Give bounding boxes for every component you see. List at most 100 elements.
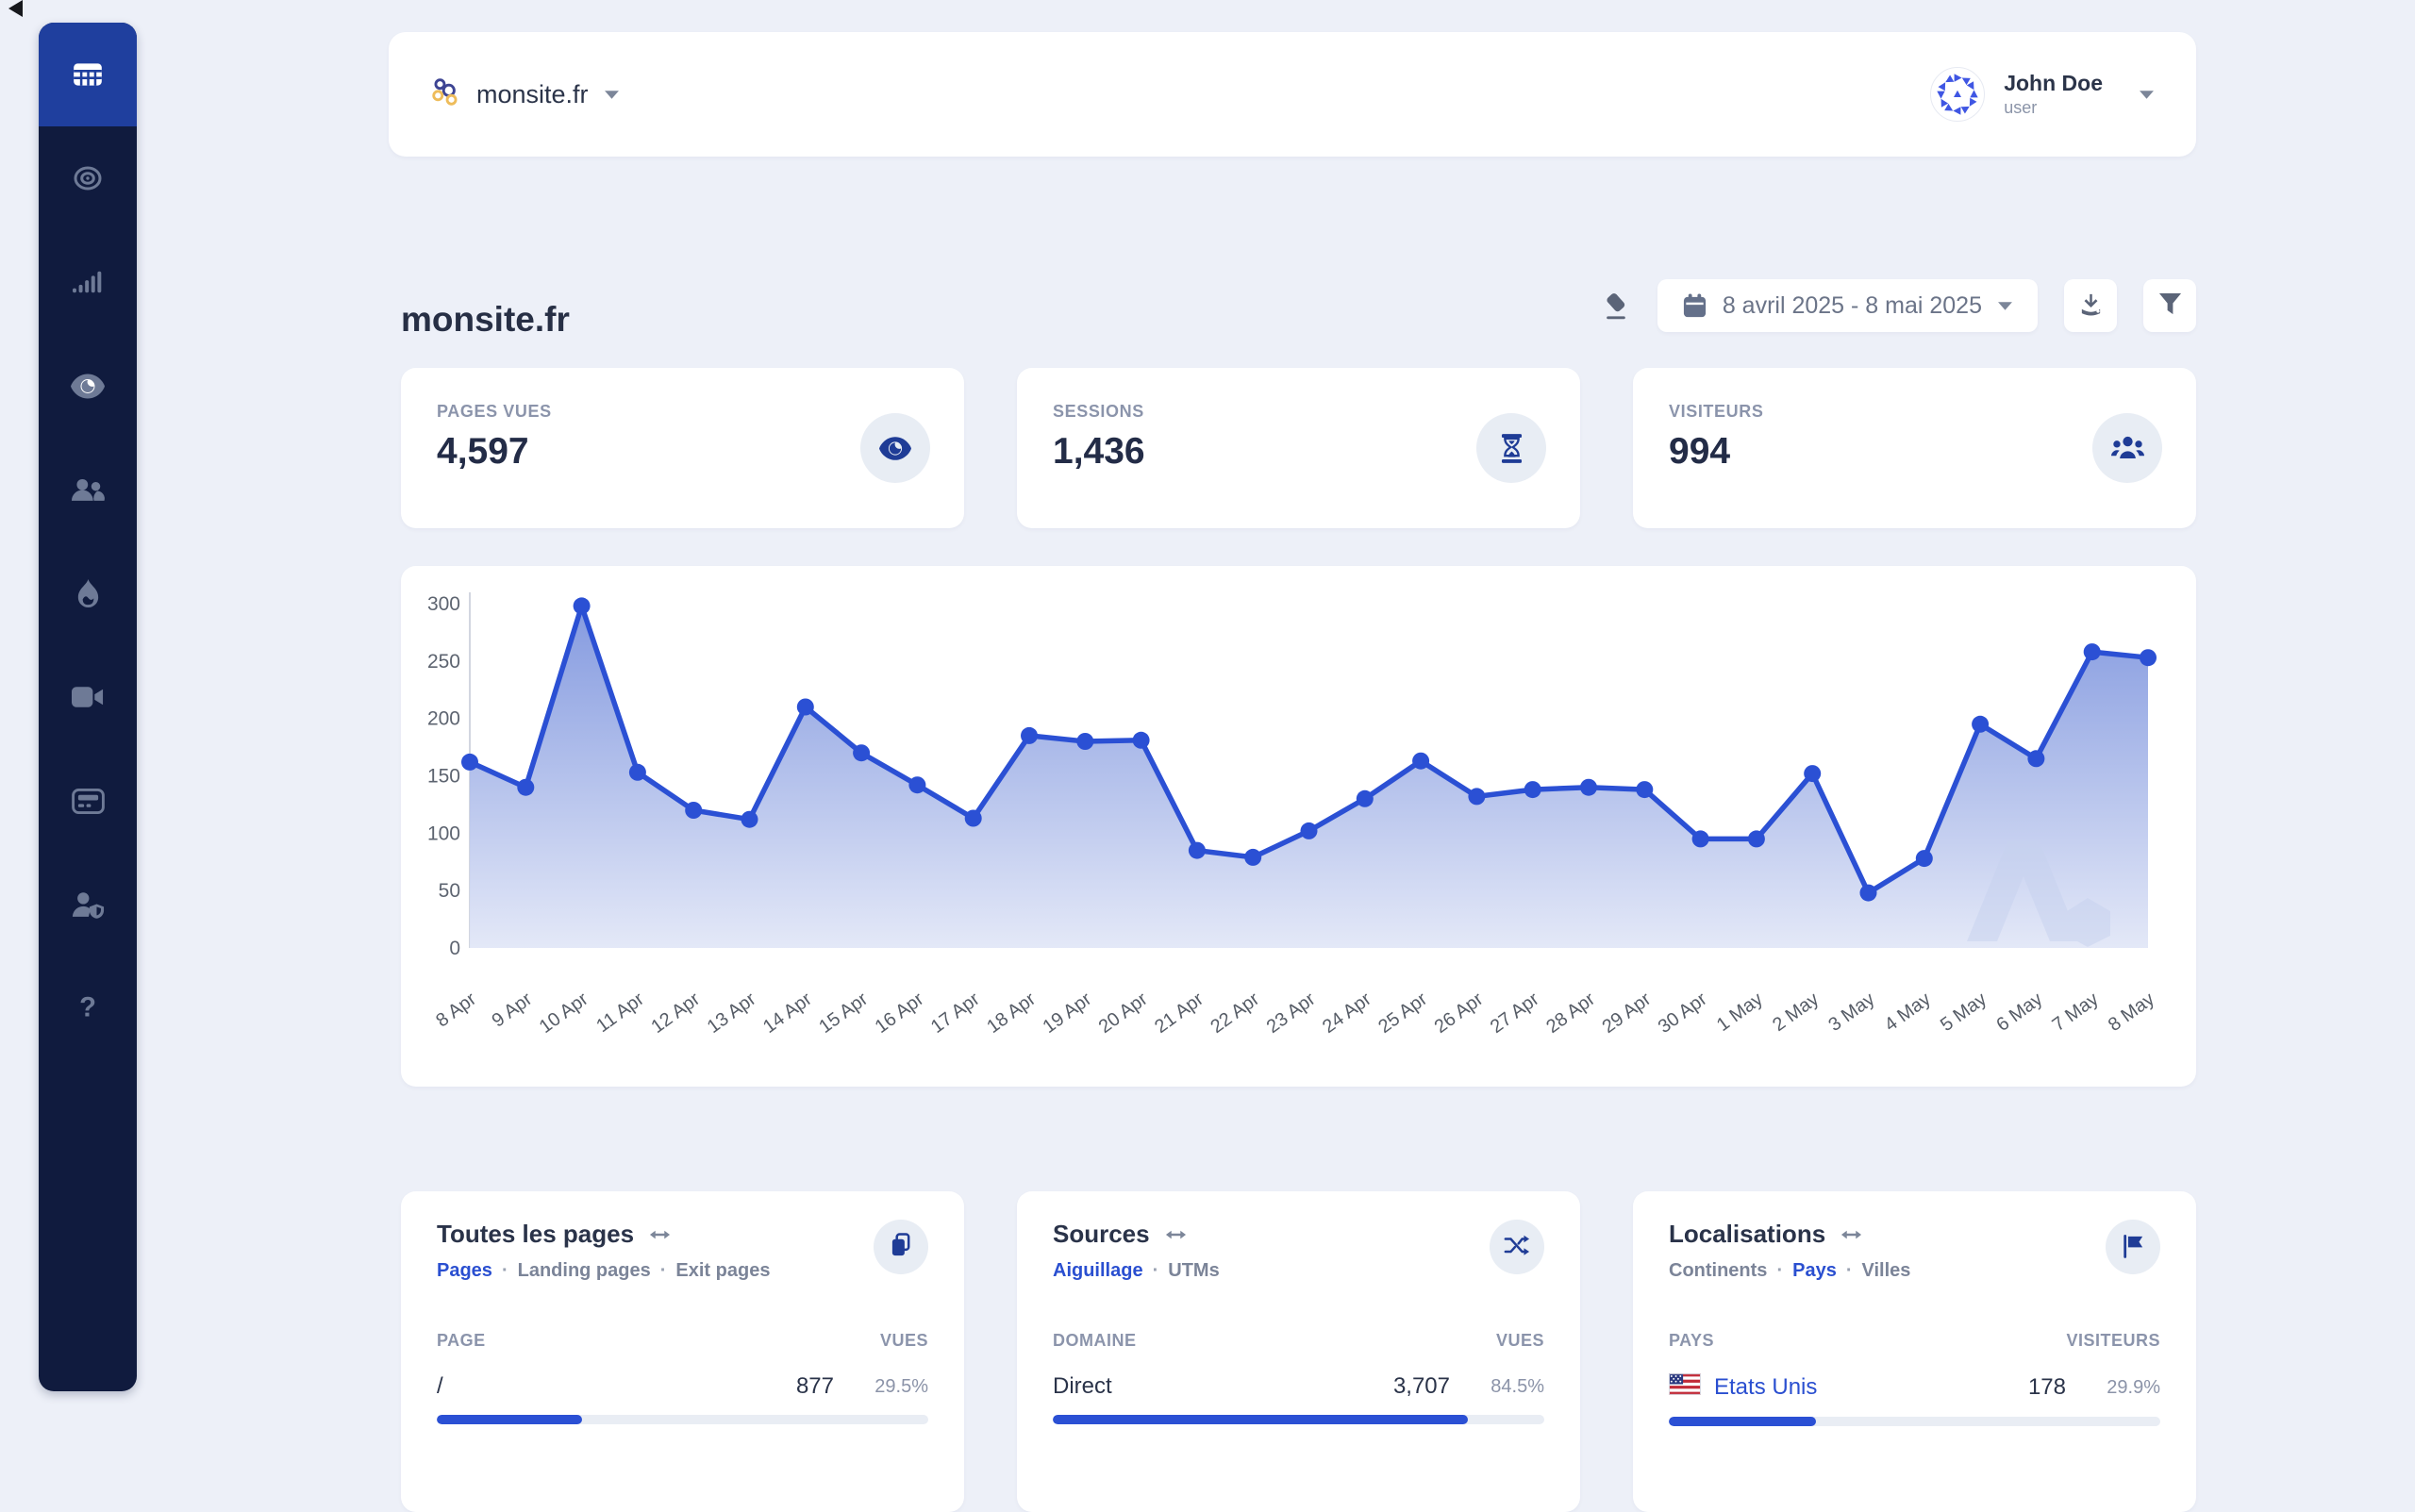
swap-horizontal-icon[interactable] — [1840, 1228, 1862, 1241]
panel-pages: Toutes les pages Pages · Landing pages · E… — [401, 1191, 964, 1512]
calendar-icon — [1682, 292, 1707, 319]
table-row[interactable]: / 877 29.5% — [437, 1373, 928, 1400]
panel-tabs: Continents · Pays · Villes — [1669, 1260, 1910, 1282]
row-visitors: 178 — [2027, 1374, 2066, 1400]
row-percent: 29.5% — [874, 1375, 928, 1397]
top-header: monsite.fr John Doe user — [389, 32, 2196, 157]
row-views: 3,707 — [1392, 1373, 1450, 1399]
swap-horizontal-icon[interactable] — [1165, 1228, 1187, 1241]
svg-text:2 May: 2 May — [1769, 989, 1823, 1036]
svg-text:25 Apr: 25 Apr — [1374, 989, 1431, 1038]
tab-exit-pages[interactable]: Exit pages — [675, 1260, 771, 1281]
svg-text:27 Apr: 27 Apr — [1487, 989, 1543, 1038]
svg-text:11 Apr: 11 Apr — [592, 989, 648, 1037]
stats-row: PAGES VUES 4,597 SESSIONS 1,436 VISITEUR… — [401, 368, 2196, 528]
filter-icon — [2158, 292, 2182, 319]
pages-panel-button[interactable] — [874, 1220, 928, 1274]
tab-villes[interactable]: Villes — [1861, 1260, 1911, 1281]
export-button[interactable] — [2064, 279, 2117, 332]
panel-sources: Sources Aiguillage · UTMs DOMAINE VUES Di — [1017, 1191, 1580, 1512]
filter-button[interactable] — [2143, 279, 2196, 332]
sidebar-item-signal[interactable] — [39, 230, 137, 334]
tab-aiguillage[interactable]: Aiguillage — [1053, 1260, 1143, 1281]
svg-text:7 May: 7 May — [2049, 989, 2103, 1036]
page-title: monsite.fr — [401, 299, 570, 339]
tab-pages[interactable]: Pages — [437, 1260, 492, 1281]
country-link[interactable]: Etats Unis — [1714, 1374, 1818, 1400]
svg-text:50: 50 — [439, 880, 460, 902]
dot-separator: · — [1845, 1260, 1853, 1281]
grid-icon — [71, 58, 105, 91]
svg-text:14 Apr: 14 Apr — [759, 989, 816, 1038]
sidebar-item-eye[interactable] — [39, 334, 137, 438]
site-logo-icon — [430, 76, 461, 112]
sources-panel-button[interactable] — [1490, 1220, 1544, 1274]
svg-text:28 Apr: 28 Apr — [1542, 989, 1599, 1038]
traffic-chart[interactable]: 0 50 100 150 200 250 300 8 Apr 9 Apr 10 Apr 11 Apr… — [401, 566, 2196, 1087]
tab-pays[interactable]: Pays — [1792, 1260, 1837, 1281]
table-row[interactable]: Direct 3,707 84.5% — [1053, 1373, 1544, 1400]
user-name: John Doe — [2004, 71, 2103, 95]
panels-row: Toutes les pages Pages · Landing pages · E… — [401, 1191, 2196, 1512]
svg-text:22 Apr: 22 Apr — [1207, 989, 1263, 1038]
sidebar-item-flame[interactable] — [39, 541, 137, 645]
sidebar-item-users[interactable] — [39, 438, 137, 541]
shuffle-icon — [1504, 1234, 1530, 1260]
svg-text:17 Apr: 17 Apr — [927, 989, 984, 1038]
tab-landing-pages[interactable]: Landing pages — [517, 1260, 651, 1281]
row-percent: 84.5% — [1491, 1375, 1544, 1397]
users-icon — [71, 476, 105, 504]
chevron-down-icon — [2139, 90, 2155, 100]
tab-continents[interactable]: Continents — [1669, 1260, 1768, 1281]
clear-filters-icon[interactable] — [1602, 291, 1631, 321]
progress-bar — [437, 1415, 928, 1424]
site-switcher[interactable]: monsite.fr — [430, 76, 620, 112]
svg-text:0: 0 — [449, 938, 460, 959]
row-percent: 29.9% — [2107, 1376, 2160, 1398]
flame-icon — [74, 578, 103, 609]
swap-horizontal-icon[interactable] — [649, 1228, 671, 1241]
panel-title: Toutes les pages — [437, 1220, 635, 1248]
progress-bar — [1053, 1415, 1544, 1424]
stat-card-sessions: SESSIONS 1,436 — [1017, 368, 1580, 528]
row-page: / — [437, 1373, 443, 1399]
svg-text:26 Apr: 26 Apr — [1431, 989, 1488, 1038]
sidebar-item-help[interactable]: ? — [39, 956, 137, 1060]
video-icon — [71, 685, 105, 709]
stat-value: 4,597 — [437, 431, 529, 472]
svg-text:19 Apr: 19 Apr — [1040, 989, 1096, 1038]
sidebar-item-target[interactable] — [39, 126, 137, 230]
svg-text:23 Apr: 23 Apr — [1263, 989, 1320, 1038]
column-page: PAGE — [437, 1331, 486, 1350]
svg-text:4 May: 4 May — [1881, 989, 1935, 1036]
svg-text:?: ? — [79, 993, 96, 1022]
svg-text:8 Apr: 8 Apr — [432, 989, 480, 1031]
sidebar: ? — [39, 23, 137, 1391]
sidebar-item-grid[interactable] — [39, 23, 137, 126]
target-icon — [72, 162, 104, 194]
svg-text:250: 250 — [427, 651, 460, 673]
back-icon[interactable] — [8, 0, 23, 17]
svg-text:1 May: 1 May — [1713, 989, 1767, 1036]
user-role: user — [2004, 98, 2038, 117]
user-menu[interactable]: John Doe user — [1930, 67, 2155, 122]
stat-label: PAGES VUES — [437, 402, 552, 421]
sidebar-item-video[interactable] — [39, 645, 137, 749]
tab-utms[interactable]: UTMs — [1168, 1260, 1220, 1281]
svg-text:13 Apr: 13 Apr — [704, 989, 760, 1038]
row-country[interactable]: Etats Unis — [1669, 1373, 1943, 1402]
locations-panel-button[interactable] — [2106, 1220, 2160, 1274]
hourglass-icon — [1476, 413, 1546, 483]
svg-text:24 Apr: 24 Apr — [1319, 989, 1375, 1038]
svg-text:300: 300 — [427, 593, 460, 615]
table-row[interactable]: Etats Unis 178 29.9% — [1669, 1373, 2160, 1402]
stat-card-pageviews: PAGES VUES 4,597 — [401, 368, 964, 528]
dot-separator: · — [501, 1260, 508, 1281]
pager-icon — [71, 788, 105, 814]
svg-text:10 Apr: 10 Apr — [536, 989, 592, 1038]
sidebar-item-user-shield[interactable] — [39, 853, 137, 956]
toolbar: 8 avril 2025 - 8 mai 2025 — [1602, 279, 2196, 332]
sidebar-item-pager[interactable] — [39, 749, 137, 853]
date-range-button[interactable]: 8 avril 2025 - 8 mai 2025 — [1657, 279, 2038, 332]
table-header: PAGE VUES — [437, 1331, 928, 1351]
